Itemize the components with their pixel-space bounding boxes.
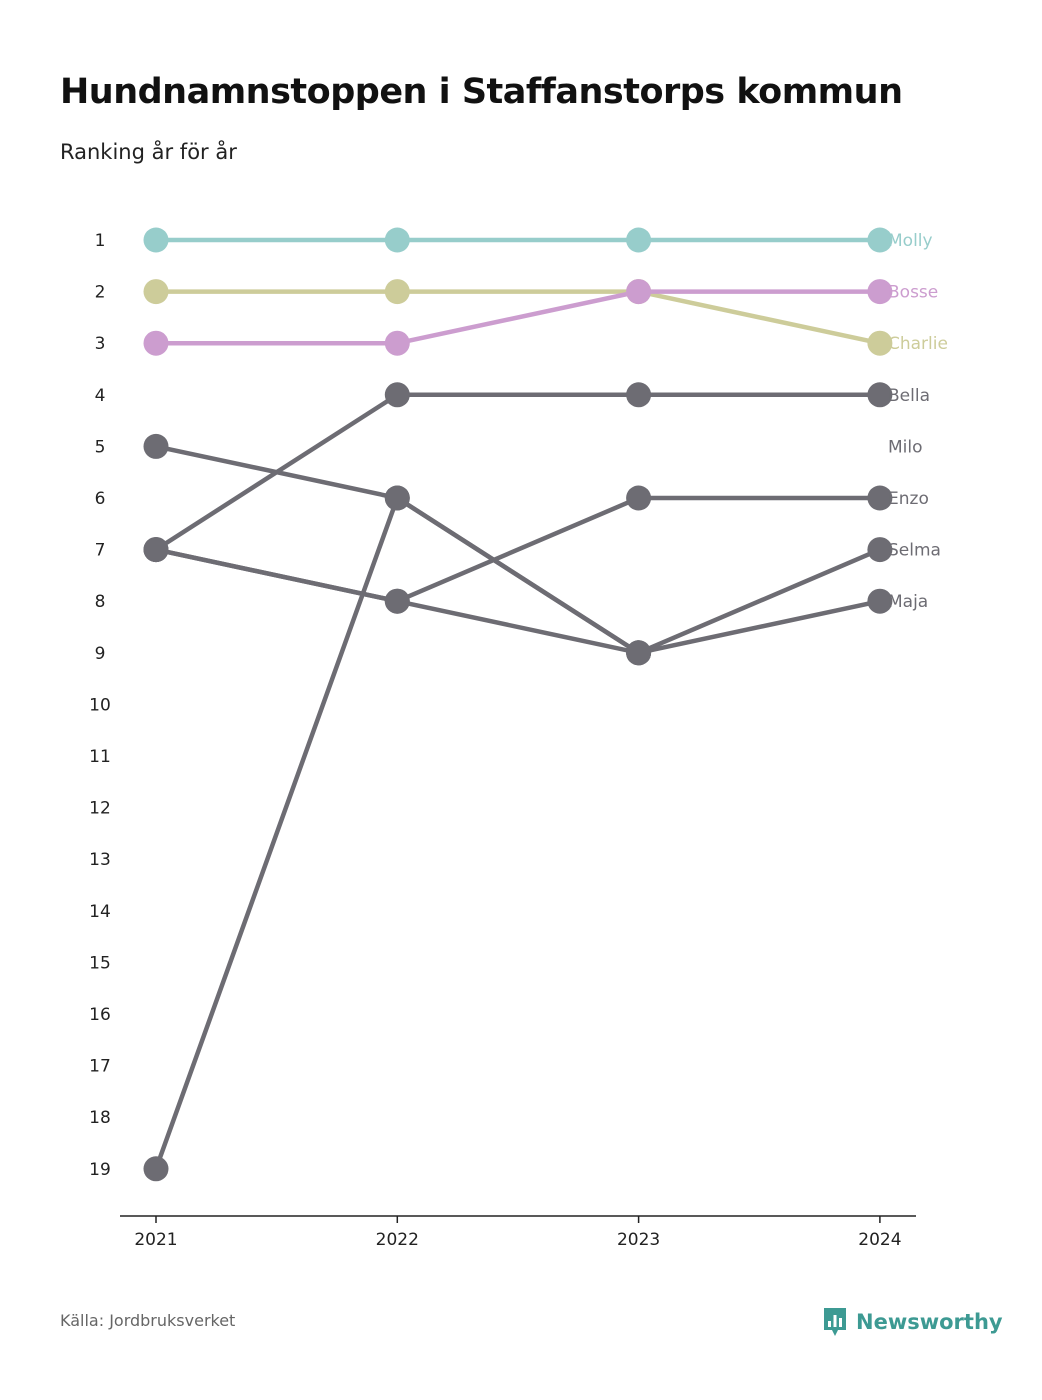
y-tick-label: 7 (95, 541, 106, 561)
y-tick-label: 17 (89, 1057, 111, 1077)
point-molly-2022 (384, 227, 410, 253)
x-axis: 2021 2022 2023 2024 (120, 1215, 916, 1250)
point-charlie-2021 (143, 279, 169, 305)
point-maja-2024 (867, 588, 893, 614)
end-label-bosse: Bosse (888, 283, 938, 303)
series-line-maja (153, 495, 400, 1172)
series-lines (153, 237, 883, 1172)
point-bella-2024 (867, 382, 893, 408)
point-charlie-2022 (384, 279, 410, 305)
y-tick-label: 6 (95, 489, 106, 509)
brand-name: Newsworthy (856, 1310, 1003, 1334)
y-tick-label: 10 (89, 695, 111, 715)
x-tick-label: 2024 (858, 1230, 901, 1250)
end-label-maja: Maja (888, 592, 928, 612)
y-tick-label: 2 (95, 283, 106, 303)
y-tick-label: 11 (89, 747, 111, 767)
y-tick-label: 16 (89, 1005, 111, 1025)
y-tick-label: 15 (89, 953, 111, 973)
y-tick-label: 18 (89, 1108, 111, 1128)
end-label-charlie: Charlie (888, 334, 948, 354)
point-molly-2023 (626, 227, 652, 253)
y-tick-label: 9 (95, 644, 106, 664)
y-tick-label: 14 (89, 902, 111, 922)
end-label-molly: Molly (888, 231, 933, 251)
y-tick-label: 5 (95, 437, 106, 457)
point-molly-2024 (867, 227, 893, 253)
end-label-bella: Bella (888, 386, 930, 406)
x-tick-label: 2023 (617, 1230, 660, 1250)
point-maja-2023 (626, 640, 652, 666)
x-tick-label: 2022 (376, 1230, 419, 1250)
series-line-selma (395, 598, 641, 656)
point-selma-2021 (143, 537, 169, 563)
series-line-enzo (395, 495, 641, 604)
series-line-charlie (636, 289, 883, 346)
y-tick-label: 3 (95, 334, 106, 354)
point-bosse-2024 (867, 279, 893, 305)
y-tick-label: 4 (95, 386, 106, 406)
series-line-maja (395, 495, 641, 656)
point-maja-2021 (143, 1156, 169, 1182)
point-charlie-2024 (867, 330, 893, 356)
series-line-selma (153, 547, 400, 604)
y-tick-label: 12 (89, 799, 111, 819)
chart-title: Hundnamnstoppen i Staffanstorps kommun (60, 72, 903, 112)
point-bosse-2021 (143, 330, 169, 356)
series-points (143, 227, 893, 1182)
point-selma-2022 (384, 588, 410, 614)
point-bella-2022 (384, 382, 410, 408)
point-enzo-2024 (867, 485, 893, 511)
newsworthy-logo-icon (824, 1308, 846, 1336)
series-line-bosse (395, 289, 641, 346)
y-tick-label: 19 (89, 1160, 111, 1180)
point-molly-2021 (143, 227, 169, 253)
series-end-labels: Molly Bosse Charlie Bella Milo Enzo Selma Maja (888, 231, 948, 612)
point-bella-2023 (626, 382, 652, 408)
x-tick-label: 2021 (134, 1230, 177, 1250)
series-line-maja (636, 598, 883, 656)
end-label-selma: Selma (888, 541, 941, 561)
point-bosse-2022 (384, 330, 410, 356)
point-maja-2022 (384, 485, 410, 511)
y-tick-label: 13 (89, 850, 111, 870)
series-line-milo (153, 444, 400, 501)
point-milo-2021 (143, 433, 169, 459)
y-tick-label: 1 (95, 231, 106, 251)
source-note: Källa: Jordbruksverket (60, 1311, 236, 1330)
end-label-milo: Milo (888, 437, 923, 457)
chart-subtitle: Ranking år för år (60, 140, 237, 164)
point-bosse-2023 (626, 279, 652, 305)
point-enzo-2023 (626, 485, 652, 511)
y-tick-label: 8 (95, 592, 106, 612)
end-label-enzo: Enzo (888, 489, 929, 509)
point-selma-2024 (867, 537, 893, 563)
brand-logo[interactable]: Newsworthy (822, 1306, 1003, 1338)
series-line-selma (636, 547, 883, 656)
